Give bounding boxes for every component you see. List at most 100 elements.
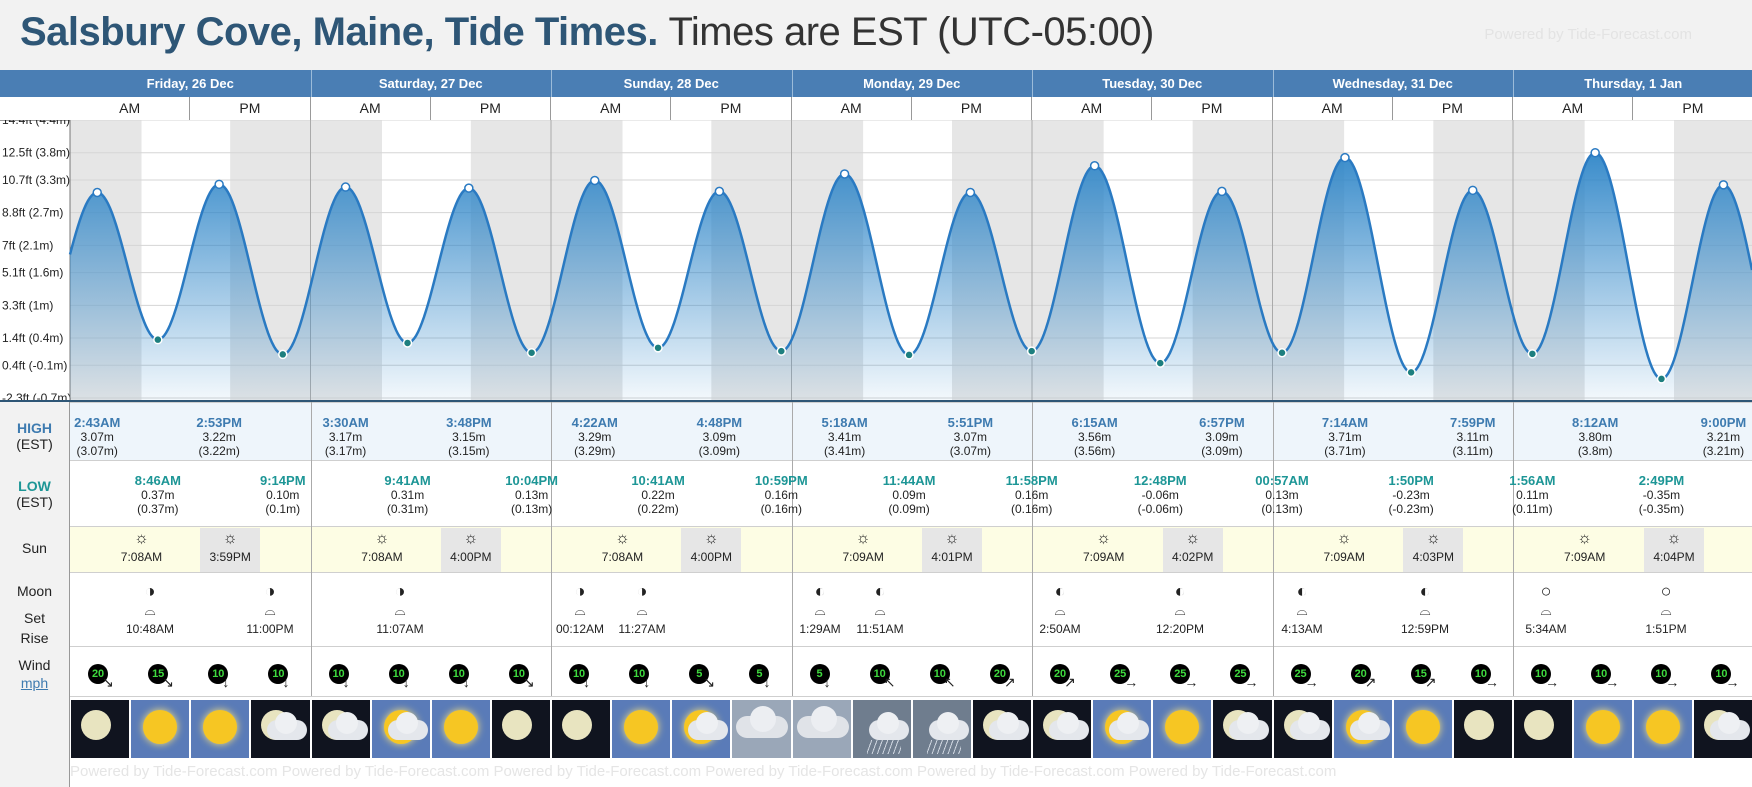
- high-tide-point: [965, 187, 976, 198]
- tide-height: 0.10m: [266, 488, 300, 502]
- wind-indicator: 10 ↘: [503, 660, 539, 690]
- sunrise-icon: ☼: [855, 530, 871, 547]
- low-tide-point: [1155, 358, 1166, 368]
- day-label: Sunday, 28 Dec: [623, 76, 719, 91]
- tide-height-metric: (3.8m): [1577, 444, 1613, 458]
- moonrise-entry: ◑ ⌓ 00:12AM: [550, 580, 610, 636]
- pm-label: PM: [1152, 97, 1273, 120]
- tide-height-metric: (3.07m): [949, 444, 992, 458]
- moon-phase-icon: ◐: [1419, 581, 1431, 601]
- tide-time: 00:57AM: [1255, 473, 1309, 488]
- wind-indicator: 10 ↖: [924, 660, 960, 690]
- tide-height-metric: (0.16m): [1010, 502, 1053, 516]
- wind-indicator: 25 →: [1285, 660, 1321, 690]
- high-tide-point: [1467, 185, 1478, 196]
- moon-phase-icon: ◐: [1296, 581, 1308, 601]
- tide-height: 3.07m: [953, 430, 988, 444]
- weather-rain-icon: [912, 700, 971, 758]
- wind-speed-badge: 10: [268, 664, 289, 684]
- moonrise-entry: ◐ ⌓ 4:13AM: [1272, 580, 1332, 636]
- moon-row: [0, 572, 1752, 647]
- wind-speed-badge: 10: [328, 664, 349, 684]
- low-row: [0, 460, 1752, 519]
- wind-direction-icon: ↓: [643, 674, 651, 690]
- wind-direction-icon: ↘: [102, 674, 114, 690]
- footer-watermark: Powered by Tide-Forecast.com Powered by …: [70, 763, 1337, 780]
- table-day-divider: [1272, 402, 1274, 696]
- moonset-entry: ◐ ⌓ 12:59PM: [1395, 580, 1455, 636]
- pm-label: PM: [1393, 97, 1513, 120]
- low-tide-point: [402, 338, 413, 348]
- wind-direction-icon: ↓: [462, 674, 470, 690]
- wind-direction-icon: ↘: [703, 674, 716, 690]
- tide-height-metric: (0.37m): [137, 502, 179, 516]
- weather-sunny-icon: [191, 700, 250, 758]
- moonset-time: 12:20PM: [1155, 622, 1205, 636]
- wind-speed-badge: 5: [689, 664, 710, 684]
- pm-label: PM: [671, 97, 792, 120]
- moonrise-icon: ⌓: [814, 602, 826, 618]
- wind-direction-icon: ↓: [342, 674, 350, 690]
- title-location: Salsbury Cove, Maine, Tide Times.: [20, 10, 658, 54]
- y-tick-label: 7ft (2.1m): [2, 238, 53, 252]
- high-tide-entry: 4:22AM 3.29m (3.29m): [559, 416, 631, 459]
- moon-phase-icon: ◑: [264, 581, 276, 601]
- tide-height: -0.06m: [1141, 488, 1179, 502]
- sunset-time: 4:02PM: [1171, 550, 1214, 564]
- high-tide-point: [714, 186, 725, 197]
- timezone-label: (EST): [16, 494, 53, 510]
- wind-speed-badge: 25: [1290, 664, 1311, 684]
- sunrise-icon: ☼: [134, 530, 149, 547]
- tide-time: 3:30AM: [322, 415, 369, 430]
- low-tide-point: [153, 334, 163, 345]
- low-tide-entry: 00:57AM 0.13m (0.13m): [1246, 473, 1318, 517]
- y-tick-label: 3.3ft (1m): [2, 298, 53, 312]
- high-tide-point: [340, 182, 351, 192]
- low-tide-point: [526, 348, 537, 358]
- low-tide-entry: 1:56AM 0.11m (0.11m): [1496, 474, 1568, 517]
- sunset-shade: [1162, 528, 1223, 572]
- moonset-entry: ◐ ⌓ 12:20PM: [1150, 580, 1210, 636]
- tide-height-metric: (3.21m): [1702, 444, 1745, 458]
- weather-cloudy-icon: [792, 700, 851, 758]
- sunrise-entry: ☼ 7:08AM: [592, 528, 652, 564]
- row-label-column: [0, 402, 70, 787]
- low-tide-point: [1406, 367, 1416, 378]
- weather-partly-cloudy-night-icon: [1033, 700, 1092, 758]
- day-separator: [310, 70, 312, 97]
- wind-unit-link[interactable]: mph: [20, 675, 49, 691]
- sunset-entry: ☼ 4:01PM: [922, 528, 982, 564]
- moon-phase-icon: ◐: [1174, 581, 1186, 601]
- moonrise-time: 2:50AM: [1039, 622, 1081, 636]
- sunrise-entry: ☼ 7:09AM: [1314, 528, 1374, 564]
- wind-direction-icon: ↓: [282, 674, 290, 690]
- sunset-icon: ☼: [1425, 530, 1441, 547]
- table-day-divider: [1513, 402, 1514, 696]
- y-tick-label: 8.8ft (2.7m): [2, 206, 63, 220]
- day-label: Tuesday, 30 Dec: [1102, 76, 1203, 91]
- wind-indicator: 15 ↘: [142, 660, 178, 690]
- day-separator: [1513, 70, 1514, 97]
- high-tide-entry: 8:12AM 3.80m (3.8m): [1559, 416, 1631, 459]
- wind-direction-icon: ↓: [583, 674, 591, 690]
- tide-time: 11:44AM: [882, 473, 936, 488]
- weather-cloudy-icon: [732, 700, 791, 758]
- sunset-icon: ☼: [1185, 530, 1200, 547]
- wind-direction-icon: ↖: [883, 674, 896, 690]
- moonrise-icon: ⌓: [574, 602, 586, 618]
- wind-speed-badge: 10: [448, 664, 469, 684]
- sunrise-icon: ☼: [1336, 530, 1352, 547]
- y-tick-label: 5.1ft (1.6m): [2, 266, 63, 280]
- weather-partly-cloudy-day-icon: [672, 700, 731, 758]
- sunset-time: 4:00PM: [450, 550, 492, 564]
- moonrise-time: 1:29AM: [799, 622, 841, 636]
- table-day-divider: [1032, 402, 1033, 696]
- wind-direction-icon: ↓: [823, 674, 831, 690]
- table-day-divider: [551, 402, 552, 696]
- moonset-entry: ◑ ⌓ 11:07AM: [370, 580, 430, 636]
- weather-partly-cloudy-night-icon: [311, 700, 370, 758]
- weather-rain-icon: [852, 700, 911, 758]
- day-label: Thursday, 1 Jan: [1584, 76, 1683, 91]
- tide-height: 3.09m: [702, 430, 737, 444]
- moon-phase-icon: ◑: [636, 581, 648, 601]
